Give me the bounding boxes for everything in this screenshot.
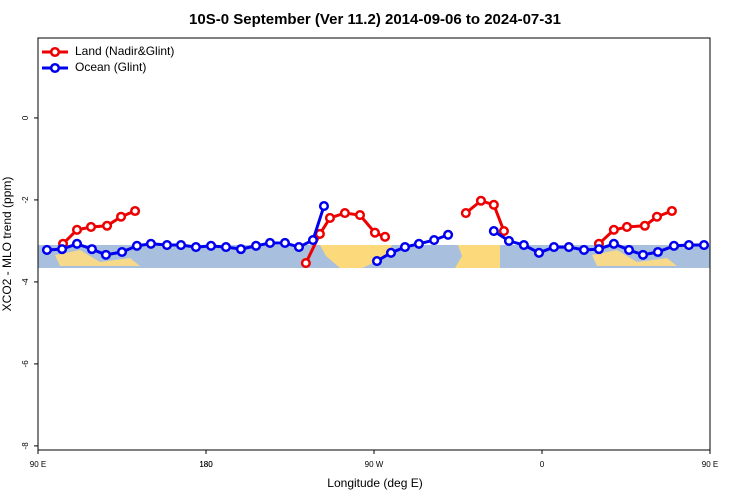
- data-point: [666, 205, 677, 217]
- data-point: [41, 244, 53, 255]
- y-axis-label: XCO2 - MLO trend (ppm): [0, 177, 14, 312]
- data-point: [369, 227, 380, 238]
- x-tick-label: 90 E: [30, 460, 46, 469]
- data-point: [399, 242, 411, 253]
- legend-marker: [49, 46, 61, 58]
- data-point: [683, 239, 694, 251]
- data-point: [698, 239, 710, 251]
- data-point: [533, 247, 545, 258]
- data-point: [307, 235, 319, 246]
- y-tick-label: -8: [21, 442, 30, 450]
- data-point: [503, 235, 515, 246]
- data-point: [621, 221, 632, 233]
- legend-label: Land (Nadir&Glint): [75, 44, 174, 58]
- data-point: [250, 240, 262, 251]
- data-point: [488, 226, 499, 237]
- data-point: [324, 212, 335, 224]
- data-point: [116, 211, 127, 222]
- y-tick-label: 0: [21, 115, 30, 120]
- x-tick-label: 180: [199, 460, 213, 469]
- x-tick-label: 180: [199, 460, 213, 469]
- x-tick-label: 90 E: [702, 460, 718, 469]
- data-point: [85, 221, 97, 233]
- data-point: [429, 235, 440, 246]
- y-tick-label: -6: [21, 360, 30, 368]
- data-point: [488, 199, 499, 210]
- land-patch: [455, 245, 500, 268]
- data-point: [235, 244, 246, 255]
- x-tick-label: 0: [540, 460, 545, 469]
- data-point: [668, 240, 680, 251]
- data-point: [100, 249, 111, 260]
- data-point: [339, 207, 350, 219]
- data-point: [563, 242, 574, 253]
- chart-title: 10S-0 September (Ver 11.2) 2014-09-06 to…: [189, 11, 561, 28]
- data-point: [518, 239, 529, 251]
- data-point: [205, 240, 217, 251]
- data-point: [57, 244, 68, 255]
- data-point: [548, 242, 559, 253]
- data-point: [279, 237, 291, 249]
- data-point: [131, 240, 142, 251]
- data-point: [300, 258, 311, 269]
- data-point: [86, 244, 97, 255]
- data-point: [623, 244, 635, 255]
- data-point: [498, 226, 509, 237]
- data-point: [651, 211, 663, 222]
- data-point: [593, 244, 604, 255]
- y-tick-label: -4: [21, 278, 30, 286]
- x-tick-label: 90 W: [365, 460, 384, 469]
- legend-marker: [49, 62, 61, 74]
- legend-label: Ocean (Glint): [75, 60, 146, 74]
- data-point: [71, 224, 83, 235]
- data-point: [354, 210, 366, 221]
- data-point: [71, 238, 83, 249]
- data-point: [102, 220, 113, 231]
- data-point: [608, 224, 619, 235]
- x-axis-label: Longitude (deg E): [327, 476, 422, 490]
- data-point: [639, 220, 650, 231]
- data-point: [413, 238, 425, 249]
- data-point: [652, 246, 663, 258]
- land-patch: [592, 250, 677, 266]
- land-patch: [55, 250, 140, 266]
- data-point: [379, 231, 391, 242]
- y-tick-label: -2: [21, 196, 30, 204]
- data-point: [637, 249, 649, 260]
- data-point: [578, 244, 590, 255]
- data-point: [116, 246, 128, 258]
- data-point: [130, 205, 141, 217]
- data-point: [608, 238, 619, 249]
- data-point: [443, 229, 454, 240]
- data-point: [371, 255, 383, 267]
- data-point: [385, 247, 397, 258]
- data-point: [145, 238, 156, 249]
- data-point: [175, 239, 187, 251]
- data-point: [190, 242, 201, 253]
- data-point: [318, 201, 330, 212]
- data-point: [264, 237, 276, 249]
- data-point: [475, 195, 487, 206]
- data-point: [293, 242, 305, 253]
- data-point: [161, 239, 173, 251]
- data-point: [460, 207, 471, 219]
- data-point: [220, 242, 232, 253]
